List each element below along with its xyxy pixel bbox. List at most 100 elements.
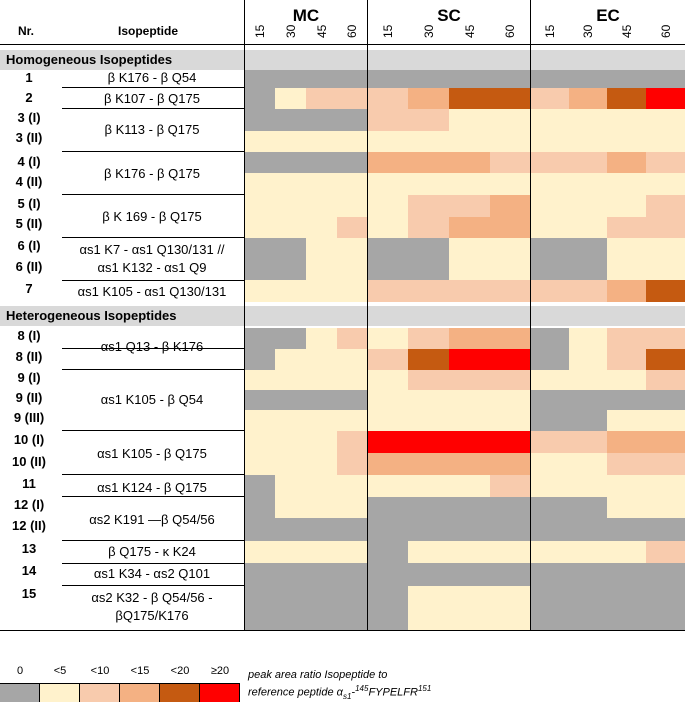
heat-cell [607, 195, 646, 217]
peptide-8: αs1 Q13 - β K176 [100, 339, 204, 354]
heat-cell [275, 152, 306, 173]
heat-cell [245, 586, 275, 630]
heat-cell [490, 195, 530, 217]
heat-cell [646, 238, 685, 259]
row-number: 4 (II) [15, 174, 43, 189]
heat-cell [569, 475, 607, 497]
heat-cell [607, 453, 646, 475]
heat-cell [306, 349, 337, 370]
heat-cell [490, 410, 530, 431]
heat-cell [607, 280, 646, 302]
heat-cell [408, 370, 449, 390]
peptide-13: β Q175 - κ K24 [108, 544, 196, 559]
heat-cell [408, 328, 449, 349]
row-number: 13 [21, 541, 37, 556]
peptide-separator [62, 563, 244, 564]
legend-rule [0, 683, 240, 684]
heat-cell [531, 173, 569, 195]
heat-cell [531, 152, 569, 173]
heat-cell [449, 328, 490, 349]
heat-cell [245, 518, 275, 541]
heat-cell [646, 259, 685, 280]
heat-cell [531, 390, 569, 410]
row-number: 10 (I) [13, 432, 45, 447]
heat-cell [245, 259, 275, 280]
heat-cell [490, 173, 530, 195]
peptide-14: αs1 K34 - αs2 Q101 [93, 566, 211, 581]
peptide-9: αs1 K105 - β Q54 [100, 392, 204, 407]
heat-cell [306, 152, 337, 173]
heat-cell [368, 109, 408, 131]
heat-cell [337, 195, 367, 217]
heat-cell [245, 370, 275, 390]
section-heterogeneous: Heterogeneous Isopeptides [0, 306, 685, 326]
divider-isopeptide [244, 0, 245, 630]
heat-cell [408, 541, 449, 563]
heat-cell [337, 431, 367, 453]
peptide-2: β K107 - β Q175 [104, 91, 200, 106]
heat-cell [449, 518, 490, 541]
heat-cell [306, 453, 337, 475]
heat-cell [569, 497, 607, 518]
heat-cell [607, 497, 646, 518]
peptide-7: αs1 K105 - αs1 Q130/131 [77, 284, 227, 299]
legend-swatch [80, 684, 120, 702]
heat-cell [449, 109, 490, 131]
heat-cell [531, 70, 569, 88]
heat-cell [245, 475, 275, 497]
heat-cell [449, 217, 490, 238]
heat-cell [449, 410, 490, 431]
heat-cell [408, 563, 449, 586]
peptide-separator [62, 194, 244, 195]
peptide-separator [62, 151, 244, 152]
heat-cell [490, 217, 530, 238]
row-number: 10 (II) [12, 454, 46, 469]
heat-cell [646, 217, 685, 238]
heat-cell [275, 563, 306, 586]
heat-cell [275, 475, 306, 497]
heat-cell [245, 88, 275, 109]
legend-note-line1: peak area ratio Isopeptide to [248, 669, 388, 681]
peptide-6-line2: αs1 K132 - αs1 Q9 [97, 260, 207, 275]
time-label: 30 [283, 24, 298, 38]
heat-cell [275, 70, 306, 88]
heat-cell [408, 238, 449, 259]
heat-cell [337, 238, 367, 259]
peptide-10: αs1 K105 - β Q175 [97, 446, 207, 461]
heat-cell [368, 152, 408, 173]
heat-cell [306, 431, 337, 453]
heat-cell [607, 349, 646, 370]
heat-cell [569, 518, 607, 541]
heat-cell [275, 280, 306, 302]
heat-cell [607, 152, 646, 173]
heat-cell [337, 453, 367, 475]
row-number: 3 (I) [17, 110, 41, 125]
heat-cell [449, 349, 490, 370]
heat-cell [368, 280, 408, 302]
heat-cell [607, 88, 646, 109]
heat-cell [646, 280, 685, 302]
heat-cell [306, 328, 337, 349]
heat-cell [337, 217, 367, 238]
heat-cell [408, 280, 449, 302]
heat-cell [646, 563, 685, 586]
heat-cell [646, 586, 685, 630]
heat-cell [245, 541, 275, 563]
peptide-12: αs2 K191 —β Q54/56 [89, 512, 215, 527]
legend-label: <5 [53, 665, 67, 677]
heat-cell [408, 131, 449, 152]
heat-cell [490, 131, 530, 152]
row-number: 9 (III) [13, 410, 45, 425]
heat-cell [490, 475, 530, 497]
heat-cell [245, 173, 275, 195]
row-number: 2 [25, 90, 33, 105]
heat-cell [408, 453, 449, 475]
time-label: 15 [381, 24, 395, 38]
header-rule [0, 44, 685, 45]
heat-cell [368, 497, 408, 518]
heat-cell [337, 370, 367, 390]
header-isopeptide: Isopeptide [118, 24, 179, 38]
heat-cell [408, 497, 449, 518]
heat-cell [368, 475, 408, 497]
heat-cell [607, 563, 646, 586]
